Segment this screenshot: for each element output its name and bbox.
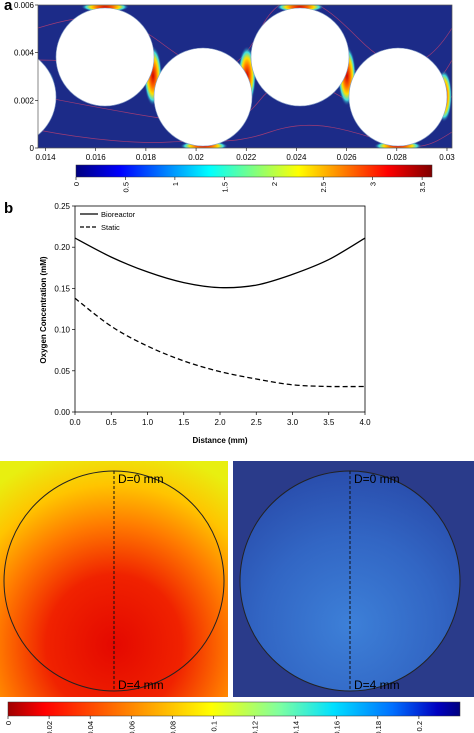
panel-c-colorbar-tick-label: 0 <box>4 721 13 725</box>
panel-a-colorbar-tick-label: 1 <box>171 182 180 186</box>
panel-a-x-tick-label: 0.02 <box>188 153 204 162</box>
panel-b-y-axis-label: Oxygen Concentration (mM) <box>39 256 48 363</box>
panel-c-colorbar <box>7 701 461 717</box>
panel-b-x-tick-label: 1.5 <box>178 418 190 427</box>
panel-c-colorbar-tick-label: 0.14 <box>292 721 301 733</box>
panel-a-y-tick-label: 0.006 <box>14 1 35 10</box>
panel-a-colorbar-tick-label: 0.5 <box>121 182 130 192</box>
panel-c: D=0 mm D=4 mm D=0 mm D=4 mm 0 0.02 0.04 0.0… <box>0 461 474 733</box>
panel-b: 0.00 0.05 0.10 0.15 0.20 0.25 0.0 0.5 1.0 1.5 2.0… <box>39 202 371 445</box>
panel-a-colorbar-tick-label: 3 <box>369 182 378 186</box>
panel-b-y-tick-label: 0.15 <box>54 284 70 293</box>
panel-a-x-ticks: 0.014 0.016 0.018 0.02 0.022 0.024 0.026 0.028 0… <box>36 148 455 162</box>
panel-a-x-tick-label: 0.016 <box>86 153 107 162</box>
panel-a-x-tick-label: 0.018 <box>136 153 157 162</box>
panel-a-frame <box>37 4 453 149</box>
panel-b-y-ticks: 0.00 0.05 0.10 0.15 0.20 0.25 <box>54 202 75 417</box>
series-line-static <box>74 297 366 388</box>
panel-a-colorbar <box>75 164 433 178</box>
panel-a-colorbar-tick-label: 3.5 <box>418 182 427 192</box>
panel-c-colorbar-tick-label: 0.16 <box>333 721 342 733</box>
panel-a-colorbar-ticks: 0 0.5 1 1.5 2 2.5 3 3.5 <box>72 177 427 192</box>
legend-label-static: Static <box>101 223 120 232</box>
legend-label-bioreactor: Bioreactor <box>101 210 136 219</box>
panel-a-x-tick-label: 0.022 <box>236 153 257 162</box>
panel-c-static-bottom-label: D=4 mm <box>354 678 400 692</box>
panel-a-x-tick-label: 0.014 <box>36 153 57 162</box>
panel-b-y-tick-label: 0.05 <box>54 367 70 376</box>
panel-b-x-tick-label: 3.0 <box>287 418 299 427</box>
panel-c-colorbar-tick-label: 0.02 <box>45 721 54 733</box>
panel-a-y-tick-label: 0.002 <box>14 96 35 105</box>
panel-b-legend: Bioreactor Static <box>80 210 136 232</box>
panel-b-plot-frame <box>74 205 366 413</box>
panel-b-y-tick-label: 0.00 <box>54 408 70 417</box>
panel-a-x-tick-label: 0.03 <box>439 153 455 162</box>
panel-c-bioreactor-bottom-label: D=4 mm <box>118 678 164 692</box>
panel-a-y-tick-label: 0 <box>30 144 35 153</box>
panel-a-x-tick-label: 0.028 <box>387 153 408 162</box>
panel-a-colorbar-tick-label: 0 <box>72 182 81 186</box>
panel-b-x-tick-label: 4.0 <box>359 418 371 427</box>
panel-b-x-tick-label: 2.5 <box>251 418 263 427</box>
panel-b-y-tick-label: 0.25 <box>54 202 70 211</box>
panel-c-colorbar-tick-label: 0.08 <box>168 721 177 733</box>
panel-b-x-tick-label: 1.0 <box>142 418 154 427</box>
panel-b-x-ticks: 0.0 0.5 1.0 1.5 2.0 2.5 3.0 3.5 4.0 <box>69 412 371 427</box>
panel-b-x-tick-label: 0.0 <box>69 418 81 427</box>
panel-b-x-tick-label: 0.5 <box>106 418 118 427</box>
panel-c-colorbar-tick-label: 0.18 <box>374 721 383 733</box>
panel-a-particles <box>38 7 448 147</box>
series-line-bioreactor <box>74 237 366 289</box>
panel-a-x-tick-label: 0.026 <box>337 153 358 162</box>
panel-label-b: b <box>4 200 14 217</box>
panel-c-colorbar-ticks: 0 0.02 0.04 0.06 0.08 0.1 0.12 0.14 0.16 0.18 0.2 <box>4 716 424 733</box>
panel-a-colorbar-tick-label: 2 <box>270 182 279 186</box>
panel-c-static-top-label: D=0 mm <box>354 472 400 486</box>
panel-c-colorbar-tick-label: 0.2 <box>415 721 424 731</box>
panel-c-colorbar-tick-label: 0.1 <box>209 721 218 731</box>
panel-b-y-tick-label: 0.20 <box>54 243 70 252</box>
panel-a-y-ticks: 0 0.002 0.004 0.006 <box>14 1 38 153</box>
panel-a: 0 0.002 0.004 0.006 0.014 0.016 0.018 0.02 0.02… <box>14 1 455 192</box>
panel-b-x-axis-label: Distance (mm) <box>192 436 247 445</box>
panel-c-colorbar-tick-label: 0.12 <box>251 721 260 733</box>
panel-b-x-tick-label: 3.5 <box>323 418 335 427</box>
panel-b-x-tick-label: 2.0 <box>214 418 226 427</box>
panel-a-y-tick-label: 0.004 <box>14 49 35 58</box>
panel-a-colorbar-tick-label: 2.5 <box>319 182 328 192</box>
panel-a-x-tick-label: 0.024 <box>286 153 307 162</box>
panel-a-colorbar-tick-label: 1.5 <box>220 182 229 192</box>
panel-label-a: a <box>4 0 13 14</box>
panel-c-colorbar-tick-label: 0.06 <box>127 721 136 733</box>
panel-c-bioreactor-top-label: D=0 mm <box>118 472 164 486</box>
panel-b-y-tick-label: 0.10 <box>54 326 70 335</box>
panel-a-flow-field <box>38 5 452 148</box>
panel-c-colorbar-tick-label: 0.04 <box>86 721 95 733</box>
